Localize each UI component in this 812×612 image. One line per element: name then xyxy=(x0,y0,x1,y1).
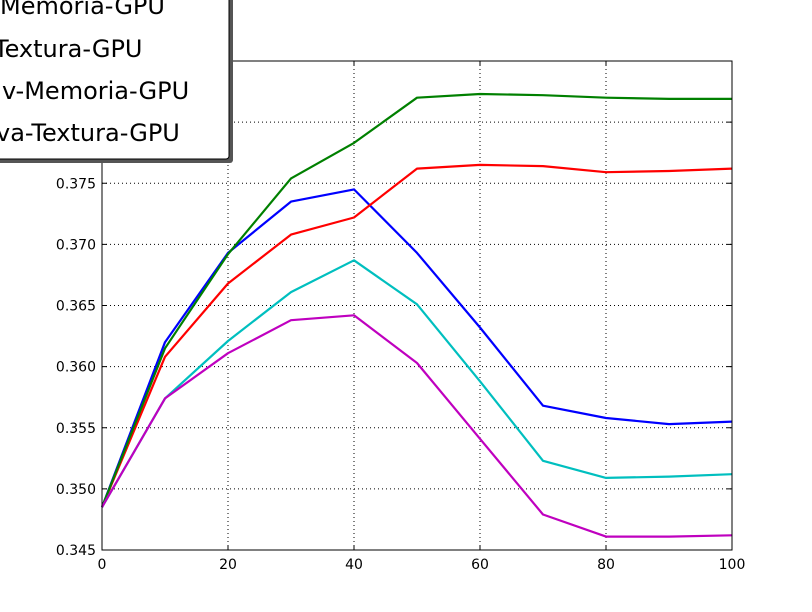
series-line-4 xyxy=(101,259,733,508)
legend-label-3: v-Memoria-GPU xyxy=(2,77,189,105)
legend-label-4: va-Textura-GPU xyxy=(0,119,180,147)
axis-ticks: 0 20 40 60 80 100 0.345 0.350 0.355 0.360 0.365 0.3… xyxy=(56,61,745,573)
y-tick-label: 0.355 xyxy=(56,421,96,437)
y-tick-label: 0.365 xyxy=(56,299,96,315)
y-tick-label: 0.345 xyxy=(56,543,96,559)
x-tick-label: 0 xyxy=(98,557,107,573)
series-line-5 xyxy=(101,314,733,538)
y-tick-label: 0.350 xyxy=(56,482,96,498)
x-tick-label: 80 xyxy=(597,557,615,573)
series-line-1 xyxy=(100,188,733,508)
legend-box xyxy=(0,0,230,160)
y-tick-label: 0.375 xyxy=(56,176,96,192)
series-line-2 xyxy=(100,163,733,508)
legend: Memoria-GPU Textura-GPU v-Memoria-GPU va-Te… xyxy=(0,0,233,163)
x-tick-label: 20 xyxy=(219,557,237,573)
y-tick-label: 0.360 xyxy=(56,360,96,376)
x-tick-label: 40 xyxy=(345,557,363,573)
legend-label-1: Memoria-GPU xyxy=(0,0,165,20)
legend-label-2: Textura-GPU xyxy=(0,35,143,63)
y-tick-label: 0.370 xyxy=(56,237,96,253)
x-tick-label: 100 xyxy=(719,557,746,573)
x-tick-label: 60 xyxy=(471,557,489,573)
series-line-3 xyxy=(100,92,732,508)
series-lines xyxy=(100,92,733,538)
